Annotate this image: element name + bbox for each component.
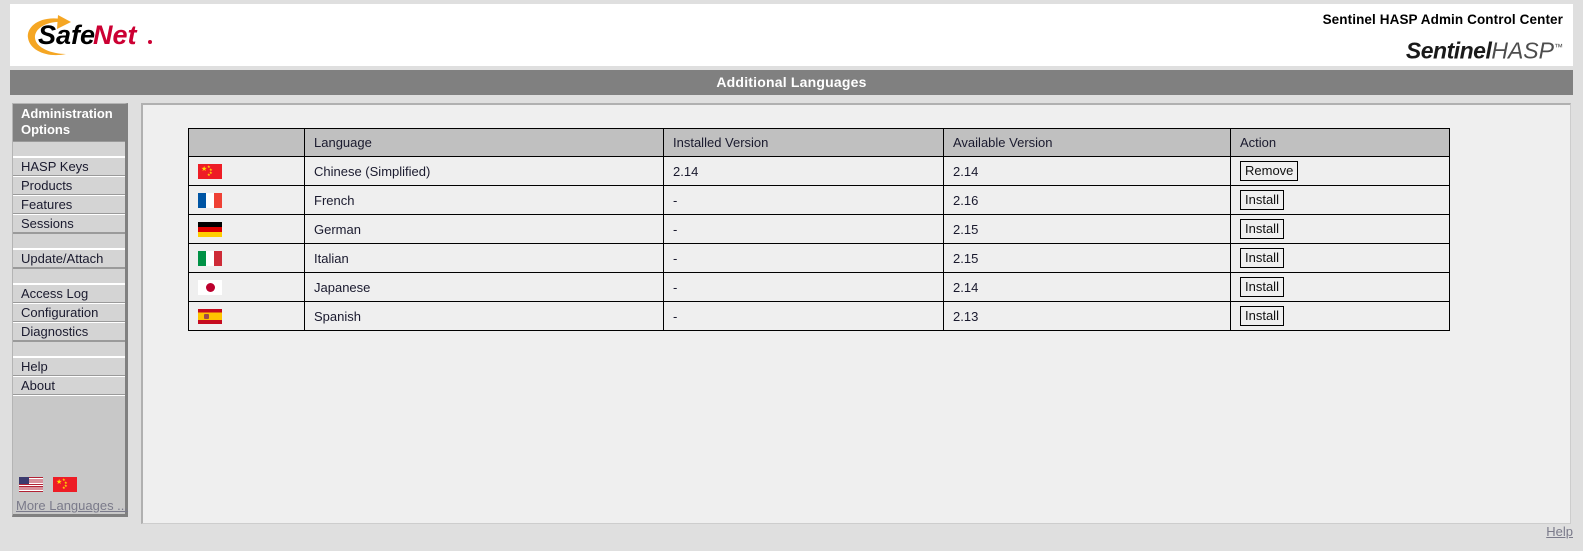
flag-cell <box>188 301 305 331</box>
sidebar-item-about[interactable]: About <box>13 376 125 395</box>
sidebar-language-switcher: ★ ★ ★ ★ ★ <box>19 477 77 492</box>
language-name: German <box>304 214 664 244</box>
install-button[interactable]: Install <box>1240 219 1284 239</box>
flag-cell <box>188 272 305 302</box>
action-cell: Install <box>1230 272 1450 302</box>
column-header-language: Language <box>304 128 664 157</box>
sidebar-item-help[interactable]: Help <box>13 357 125 376</box>
install-button[interactable]: Install <box>1240 248 1284 268</box>
remove-button[interactable]: Remove <box>1240 161 1299 181</box>
flag-cell <box>188 243 305 273</box>
sidebar-item-products[interactable]: Products <box>13 176 125 195</box>
sidebar-item-update-attach[interactable]: Update/Attach <box>13 249 125 268</box>
china-flag-icon: ★ ★ ★ ★ ★ <box>198 164 222 180</box>
table-header-row: Language Installed Version Available Ver… <box>188 128 1450 157</box>
footer-help-link[interactable]: Help <box>1546 524 1573 539</box>
sidebar: Administration Options HASP Keys Product… <box>12 103 128 517</box>
available-version: 2.14 <box>943 272 1231 302</box>
sidebar-item-sessions[interactable]: Sessions <box>13 214 125 233</box>
action-cell: Install <box>1230 185 1450 215</box>
content-panel: Language Installed Version Available Ver… <box>141 103 1571 524</box>
installed-version: - <box>663 185 944 215</box>
table-row: Italian - 2.15 Install <box>188 243 1450 273</box>
installed-version: - <box>663 243 944 273</box>
sidebar-heading: Administration Options <box>13 104 125 141</box>
sidebar-item-access-log[interactable]: Access Log <box>13 284 125 303</box>
installed-version: 2.14 <box>663 156 944 186</box>
wordmark-sentinel: Sentinel <box>1405 37 1492 64</box>
sidebar-divider <box>13 233 125 249</box>
italy-flag-icon <box>198 251 222 267</box>
sidebar-item-diagnostics[interactable]: Diagnostics <box>13 322 125 341</box>
column-header-action: Action <box>1230 128 1450 157</box>
installed-version: - <box>663 272 944 302</box>
additional-languages-table: Language Installed Version Available Ver… <box>188 128 1450 331</box>
wordmark-hasp: HASP <box>1491 37 1554 64</box>
column-header-flag <box>188 128 305 157</box>
spain-flag-icon <box>198 309 222 325</box>
product-title: Sentinel HASP Admin Control Center <box>1322 12 1563 27</box>
column-header-available-version: Available Version <box>943 128 1231 157</box>
install-button[interactable]: Install <box>1240 277 1284 297</box>
page-title: Additional Languages <box>10 70 1573 95</box>
sidebar-filler <box>13 395 125 396</box>
safenet-logo: Safe Net <box>22 10 172 62</box>
sidebar-item-features[interactable]: Features <box>13 195 125 214</box>
table-row: ★ ★ ★ ★ ★ Chinese (Simplified) 2.14 2.14 Rem… <box>188 156 1450 186</box>
available-version: 2.16 <box>943 185 1231 215</box>
trademark-symbol: ™ <box>1554 42 1563 52</box>
france-flag-icon <box>198 193 222 209</box>
available-version: 2.13 <box>943 301 1231 331</box>
action-cell: Install <box>1230 301 1450 331</box>
language-name: Italian <box>304 243 664 273</box>
language-name: Spanish <box>304 301 664 331</box>
cn-flag-icon[interactable]: ★ ★ ★ ★ ★ <box>53 477 77 492</box>
germany-flag-icon <box>198 222 222 238</box>
app-header: Safe Net Sentinel HASP Admin Control Cen… <box>10 4 1573 66</box>
table-body: ★ ★ ★ ★ ★ Chinese (Simplified) 2.14 2.14 Rem… <box>188 156 1450 331</box>
sidebar-item-configuration[interactable]: Configuration <box>13 303 125 322</box>
table-row: German - 2.15 Install <box>188 214 1450 244</box>
installed-version: - <box>663 301 944 331</box>
action-cell: Remove <box>1230 156 1450 186</box>
available-version: 2.15 <box>943 243 1231 273</box>
available-version: 2.15 <box>943 214 1231 244</box>
install-button[interactable]: Install <box>1240 306 1284 326</box>
installed-version: - <box>663 214 944 244</box>
language-name: Chinese (Simplified) <box>304 156 664 186</box>
sidebar-divider <box>13 268 125 284</box>
action-cell: Install <box>1230 243 1450 273</box>
flag-cell: ★ ★ ★ ★ ★ <box>188 156 305 186</box>
safenet-swoosh-icon <box>27 15 71 56</box>
table-row: French - 2.16 Install <box>188 185 1450 215</box>
language-name: French <box>304 185 664 215</box>
sidebar-item-hasp-keys[interactable]: HASP Keys <box>13 157 125 176</box>
available-version: 2.14 <box>943 156 1231 186</box>
us-flag-icon[interactable] <box>19 477 43 492</box>
flag-cell <box>188 214 305 244</box>
flag-cell <box>188 185 305 215</box>
table-row: Japanese - 2.14 Install <box>188 272 1450 302</box>
sentinel-hasp-wordmark: SentinelHASP™ <box>1323 35 1563 64</box>
svg-text:Net: Net <box>93 20 138 50</box>
install-button[interactable]: Install <box>1240 190 1284 210</box>
table-row: Spanish - 2.13 Install <box>188 301 1450 331</box>
action-cell: Install <box>1230 214 1450 244</box>
column-header-installed-version: Installed Version <box>663 128 944 157</box>
product-branding: Sentinel HASP Admin Control Center Senti… <box>1323 12 1563 64</box>
sidebar-divider <box>13 341 125 357</box>
japan-flag-icon <box>198 280 222 296</box>
language-name: Japanese <box>304 272 664 302</box>
svg-text:Safe: Safe <box>38 20 95 50</box>
sidebar-divider <box>13 141 125 157</box>
more-languages-link[interactable]: More Languages ... <box>16 498 129 513</box>
